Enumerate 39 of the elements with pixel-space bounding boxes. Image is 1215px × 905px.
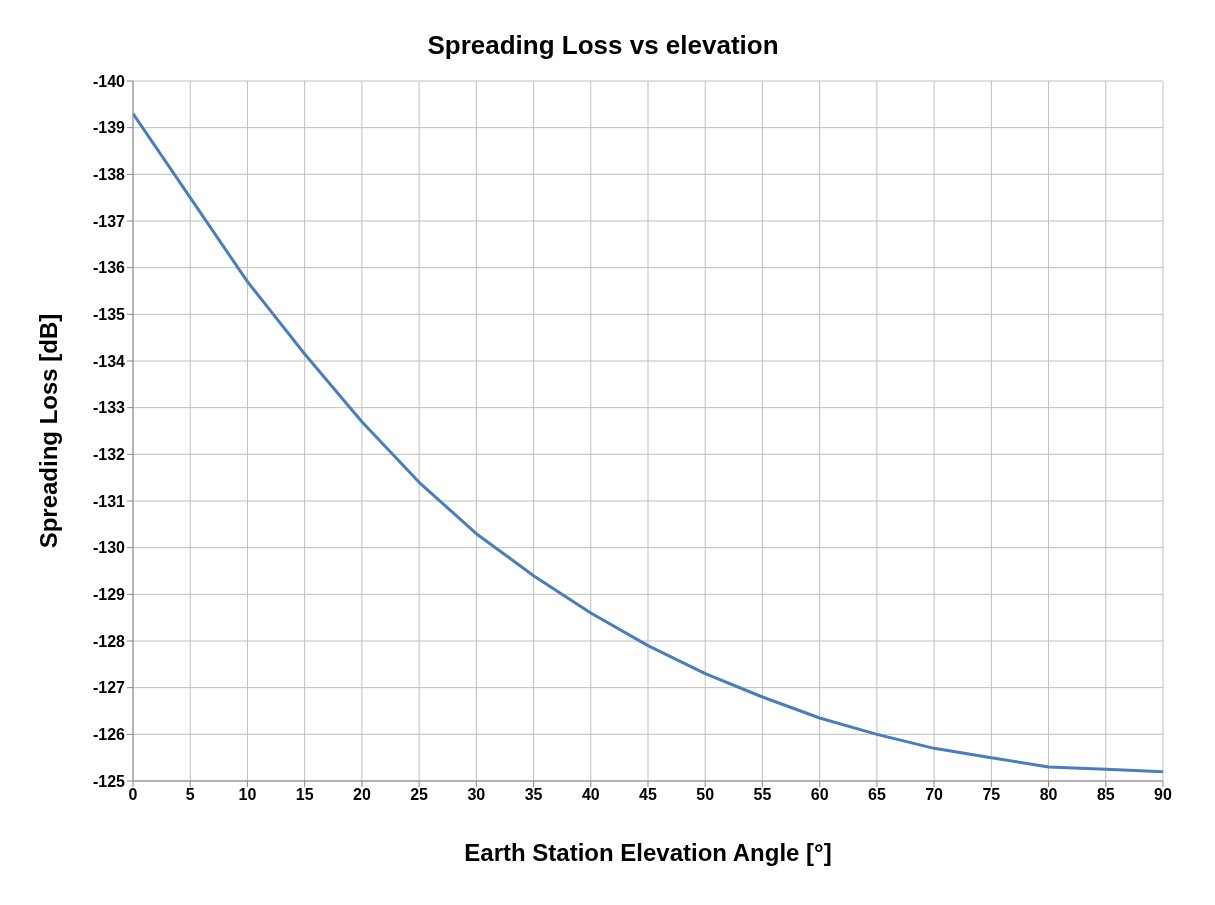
x-tick-label: 25 xyxy=(410,786,429,804)
y-tick-label: -129 xyxy=(92,586,126,604)
x-tick-label: 85 xyxy=(1096,786,1115,804)
y-tick-label: -135 xyxy=(92,306,126,324)
x-tick-label: 30 xyxy=(467,786,486,804)
x-tick-label: 40 xyxy=(581,786,600,804)
x-tick-label: 50 xyxy=(696,786,715,804)
x-tick-label: 0 xyxy=(128,786,138,804)
x-tick-label: 15 xyxy=(295,786,314,804)
y-tick-label: -134 xyxy=(92,352,126,370)
x-tick-label: 65 xyxy=(867,786,886,804)
y-tick-label: -140 xyxy=(92,72,126,90)
x-tick-label: 90 xyxy=(1154,786,1172,804)
y-tick-label: -130 xyxy=(92,539,126,557)
line-series xyxy=(133,112,1163,774)
y-tick-label: -131 xyxy=(92,492,126,510)
y-tick-label: -127 xyxy=(92,679,126,697)
y-tick-label: -139 xyxy=(92,119,126,137)
y-tick-label: -128 xyxy=(92,632,126,650)
y-tick-label: -133 xyxy=(92,399,126,417)
y-tick-label: -136 xyxy=(92,259,126,277)
x-tick-label: 60 xyxy=(810,786,829,804)
x-tick-label: 35 xyxy=(524,786,543,804)
y-tick-label: -137 xyxy=(92,212,126,230)
y-tick-label: -132 xyxy=(92,446,126,464)
x-tick-label: 5 xyxy=(185,786,195,804)
x-tick-label: 70 xyxy=(925,786,944,804)
x-tick-label: 10 xyxy=(238,786,257,804)
y-tick-label: -125 xyxy=(92,772,126,790)
y-tick-label: -138 xyxy=(92,166,126,184)
x-tick-label: 55 xyxy=(753,786,772,804)
y-tick-label: -126 xyxy=(92,726,126,744)
x-tick-label: 75 xyxy=(982,786,1001,804)
x-axis-title: Earth Station Elevation Angle [°] xyxy=(464,839,832,866)
x-tick-label: 80 xyxy=(1039,786,1058,804)
chart-title: Spreading Loss vs elevation xyxy=(426,29,780,61)
x-tick-label: 20 xyxy=(352,786,371,804)
y-axis-title: Spreading Loss [dB] xyxy=(34,313,62,549)
x-tick-label: 45 xyxy=(639,786,657,804)
